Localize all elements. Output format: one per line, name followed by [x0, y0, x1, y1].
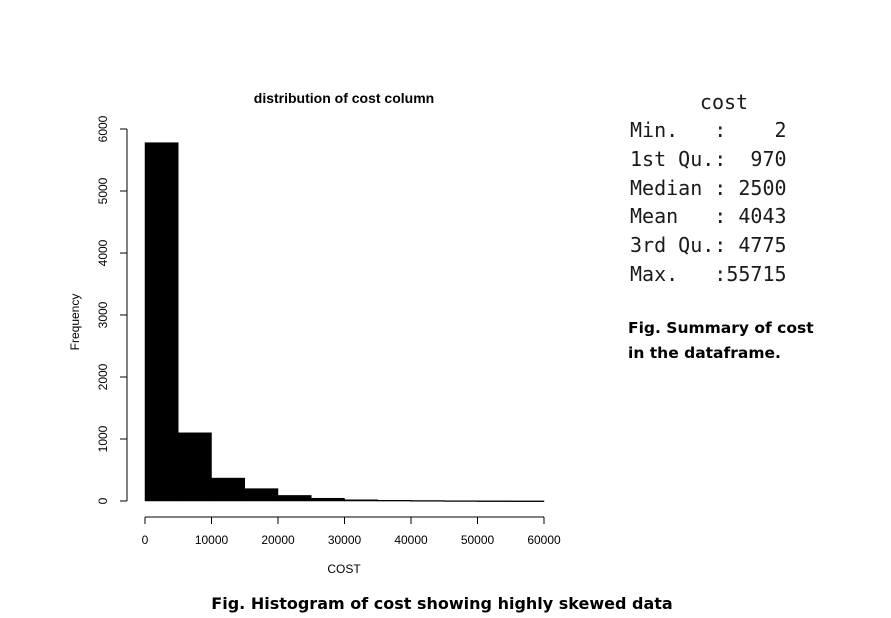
x-tick-label: 10000: [195, 533, 229, 547]
y-tick-label: 2000: [96, 363, 110, 390]
x-tick-label: 30000: [328, 533, 362, 547]
x-tick-label: 50000: [461, 533, 495, 547]
summary-label: Median :: [630, 175, 727, 200]
histogram-bar: [311, 497, 345, 502]
y-tick-label: 4000: [96, 239, 110, 266]
histogram-caption: Fig. Histogram of cost showing highly sk…: [211, 594, 673, 613]
histogram-bar: [144, 142, 179, 502]
histogram-bar: [211, 477, 245, 502]
summary-label: Mean :: [630, 204, 727, 229]
x-axis: 0 10000 20000 30000 40000 50000 60000: [142, 516, 561, 547]
histogram-bar: [444, 500, 478, 502]
summary-label: 3rd Qu.:: [630, 233, 727, 258]
summary-caption-line1: Fig. Summary of cost: [628, 319, 814, 337]
y-tick-label: 5000: [96, 177, 110, 204]
bars-group: [144, 142, 545, 502]
histogram-chart: distribution of cost column Frequency CO…: [68, 90, 561, 576]
histogram-bar: [244, 488, 279, 502]
summary-row-min: Min. : 2: [630, 116, 810, 145]
summary-label: 1st Qu.:: [630, 146, 727, 171]
summary-value: 4043: [726, 204, 787, 229]
histogram-bar: [178, 432, 212, 502]
y-tick-label: 3000: [96, 301, 110, 328]
summary-caption-line2: in the dataframe.: [628, 344, 781, 362]
summary-value: 2500: [726, 175, 787, 200]
histogram-bar: [377, 500, 412, 502]
summary-value: 4775: [726, 233, 787, 258]
x-axis-label: COST: [327, 562, 361, 576]
x-tick-label: 0: [142, 533, 149, 547]
summary-caption: Fig. Summary of cost in the dataframe.: [628, 316, 828, 366]
y-axis-label: Frequency: [68, 294, 82, 351]
summary-row-q1: 1st Qu.: 970: [630, 145, 810, 174]
histogram-bar: [477, 500, 511, 502]
summary-title: cost: [699, 90, 749, 114]
y-tick-label: 0: [96, 497, 110, 504]
summary-row-q3: 3rd Qu.: 4775: [630, 231, 810, 260]
histogram-bar: [410, 500, 445, 502]
histogram-bar: [277, 495, 312, 502]
summary-row-mean: Mean : 4043: [630, 202, 810, 231]
histogram-bar: [510, 500, 545, 502]
summary-value: 970: [726, 146, 787, 171]
y-tick-label: 1000: [96, 425, 110, 452]
y-tick-label: 6000: [96, 115, 110, 142]
summary-value: 55715: [726, 261, 787, 286]
summary-value: 2: [726, 118, 787, 142]
summary-panel: cost Min. : 2 1st Qu.: 970 Median : 2500…: [630, 88, 810, 289]
chart-title: distribution of cost column: [254, 90, 434, 106]
y-axis: 0 1000 2000 3000 4000 5000 6000: [96, 115, 128, 504]
summary-row-median: Median : 2500: [630, 174, 810, 203]
histogram-bar: [344, 499, 378, 502]
summary-label: Max. :: [630, 261, 727, 286]
x-tick-label: 40000: [394, 533, 428, 547]
summary-label: Min. :: [630, 118, 727, 142]
x-tick-label: 60000: [527, 533, 561, 547]
x-tick-label: 20000: [261, 533, 295, 547]
summary-row-max: Max. :55715: [630, 260, 810, 289]
